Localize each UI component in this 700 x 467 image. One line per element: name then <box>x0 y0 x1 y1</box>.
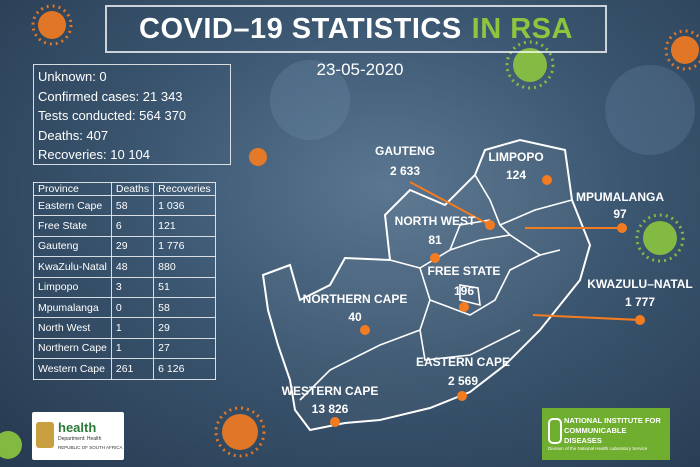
leader-line <box>409 181 491 226</box>
province-dot <box>330 417 340 427</box>
table-cell: 6 126 <box>153 358 216 380</box>
table-cell: 48 <box>110 256 155 278</box>
table-cell: Eastern Cape <box>33 194 112 217</box>
province-cases: 81 <box>428 233 442 247</box>
table-cell: Free State <box>33 215 112 237</box>
nicd-name: NATIONAL INSTITUTE FOR COMMUNICABLE DISE… <box>564 416 661 445</box>
province-cases: 13 826 <box>312 402 349 416</box>
table-cell: 880 <box>153 256 216 278</box>
table-cell: 1 036 <box>153 194 216 217</box>
table-row: Western Cape 261 6 126 <box>33 358 216 380</box>
province-name: MPUMALANGA <box>576 190 664 204</box>
table-cell: KwaZulu-Natal <box>33 256 112 278</box>
table-row: Limpopo 3 51 <box>33 276 216 298</box>
province-dot <box>360 325 370 335</box>
province-name: FREE STATE <box>428 264 501 278</box>
table-cell: Northern Cape <box>33 337 112 360</box>
column-header: Deaths <box>110 182 155 196</box>
province-name: GAUTENG <box>375 144 435 158</box>
table-cell: Mpumalanga <box>33 296 112 319</box>
column-header: Recoveries <box>153 182 216 196</box>
table-cell: Gauteng <box>33 235 112 258</box>
table-cell: 261 <box>110 358 155 380</box>
province-name: KWAZULU–NATAL <box>587 277 693 291</box>
table-cell: 27 <box>153 337 216 360</box>
table-cell: 3 <box>110 276 155 298</box>
province-table: Province Deaths Recoveries Eastern Cape 58 1 … <box>33 182 216 380</box>
nicd-division: Division of the National Health Laborato… <box>548 446 648 451</box>
table-cell: North West <box>33 317 112 339</box>
nicd-icon <box>548 418 562 444</box>
province-name: NORTH WEST <box>395 214 476 228</box>
table-row: Gauteng 29 1 776 <box>33 235 216 258</box>
title-box: COVID–19 STATISTICS IN RSA <box>105 5 607 53</box>
table-cell: 121 <box>153 215 216 237</box>
summary-line: Recoveries: 10 104 <box>38 147 151 162</box>
table-cell: 6 <box>110 215 155 237</box>
province-borders <box>299 174 573 401</box>
province-dot <box>459 302 469 312</box>
table-row: Eastern Cape 58 1 036 <box>33 194 216 217</box>
virus-decoration <box>0 4 700 459</box>
province-cases: 2 633 <box>390 164 420 178</box>
province-cases: 124 <box>506 168 526 182</box>
province-name: NORTHERN CAPE <box>303 292 408 306</box>
health-country: REPUBLIC OF SOUTH AFRICA <box>58 445 123 450</box>
table-cell: 29 <box>110 235 155 258</box>
table-cell: 58 <box>110 194 155 217</box>
title-highlight: IN RSA <box>471 12 573 45</box>
country-outline <box>261 138 592 432</box>
province-dot <box>542 175 552 185</box>
province-name: LIMPOPO <box>488 150 543 164</box>
table-cell: 0 <box>110 296 155 319</box>
date: 23-05-2020 <box>316 60 404 79</box>
summary-box: Unknown: 0 Confirmed cases: 21 343 Tests c… <box>33 64 231 165</box>
table-cell: 1 776 <box>153 235 216 258</box>
title: COVID–19 STATISTICS <box>139 12 462 45</box>
province-cases: 97 <box>613 207 627 221</box>
province-dot <box>457 391 467 401</box>
province-cases: 40 <box>348 310 362 324</box>
province-cases: 196 <box>454 284 474 298</box>
province-dot <box>485 220 495 230</box>
table-cell: 1 <box>110 337 155 360</box>
table-cell: 29 <box>153 317 216 339</box>
table-cell: Limpopo <box>33 276 112 298</box>
table-row: Mpumalanga 0 58 <box>33 296 216 319</box>
table-cell: 58 <box>153 296 216 319</box>
province-cases: 2 569 <box>448 374 478 388</box>
coat-of-arms <box>36 422 54 448</box>
health-department: Department: Health <box>58 436 102 442</box>
leader-line <box>532 314 641 321</box>
column-header: Province <box>33 182 112 196</box>
health-name: health <box>58 420 97 435</box>
province-dot <box>635 315 645 325</box>
province-name: WESTERN CAPE <box>282 384 379 398</box>
table-row: Free State 6 121 <box>33 215 216 237</box>
province-name: EASTERN CAPE <box>416 355 510 369</box>
summary-line: Deaths: 407 <box>38 127 109 143</box>
nicd-logo: NATIONAL INSTITUTE FOR COMMUNICABLE DISE… <box>542 408 670 460</box>
table-row: Northern Cape 1 27 <box>33 337 216 360</box>
province-cases: 1 777 <box>625 295 655 309</box>
table-cell: 1 <box>110 317 155 339</box>
table-row: KwaZulu-Natal 48 880 <box>33 256 216 278</box>
summary-line: Tests conducted: 564 370 <box>38 108 187 123</box>
summary-line: Confirmed cases: 21 343 <box>38 88 183 104</box>
table-cell: 51 <box>153 276 216 298</box>
province-dot <box>430 253 440 263</box>
summary-line: Unknown: 0 <box>38 69 107 84</box>
table-cell: Western Cape <box>33 358 112 380</box>
province-dot <box>617 223 627 233</box>
table-row: North West 1 29 <box>33 317 216 339</box>
health-logo: health Department: Health REPUBLIC OF SO… <box>32 412 124 460</box>
